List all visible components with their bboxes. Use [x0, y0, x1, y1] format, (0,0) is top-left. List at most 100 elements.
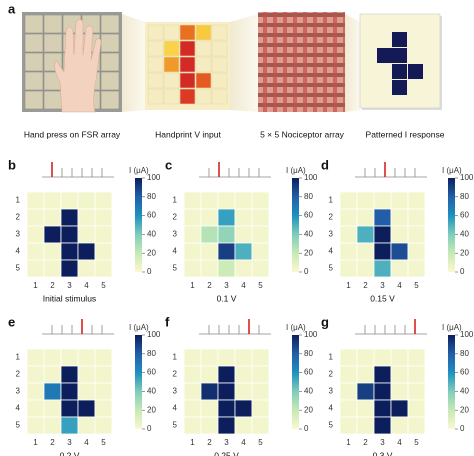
heatmap-panel: d 1 2 3 4 5 1 2 3 4 5 0.15 V I (μA) 0 20 40 60 80 100: [321, 157, 474, 303]
heatmap-cell: [356, 365, 375, 384]
heatmap-cell: [373, 399, 392, 418]
heatmap-cell: [339, 382, 358, 401]
heatmap-cell: [183, 225, 202, 244]
heatmap-cell: [26, 348, 45, 367]
y-tick-label: 1: [329, 196, 334, 205]
colorbar-tick-label: 40: [147, 230, 156, 239]
colorbar-tick-label: 20: [304, 405, 313, 414]
y-tick-label: 2: [16, 370, 21, 379]
colorbar-tick-label: 40: [304, 230, 313, 239]
colorbar: [292, 178, 299, 272]
panel-label: d: [321, 157, 329, 172]
heatmap-cell: [77, 399, 96, 418]
x-tick-label: 4: [397, 438, 402, 447]
heatmap-cell: [26, 365, 45, 384]
colorbar-tick-label: 40: [304, 387, 313, 396]
heatmap-cell: [60, 242, 79, 261]
heatmap-cell: [356, 208, 375, 227]
colorbar-tick-label: 80: [460, 349, 469, 358]
x-tick-label: 1: [190, 438, 195, 447]
image-caption: 5 × 5 Nociceptor array: [260, 129, 345, 139]
heatmap-cell: [26, 416, 45, 435]
heatmap-cell: [234, 259, 253, 278]
heatmap-panel: b 1 2 3 4 5 1 2 3 4 5 Initial stimulus I (μA) 0 20 40 60…: [8, 157, 161, 303]
heatmap-cell: [373, 259, 392, 278]
heatmap-cell: [26, 259, 45, 278]
x-tick-label: 3: [224, 281, 229, 290]
heatmap-cell: [200, 225, 219, 244]
y-tick-label: 3: [16, 230, 21, 239]
colorbar-tick-label: 0: [304, 267, 309, 276]
heatmap-cell: [60, 208, 79, 227]
panel-a: a: [8, 1, 445, 139]
heatmap-cell: [390, 191, 409, 210]
panel-label: e: [8, 314, 15, 329]
heatmap-cell: [183, 365, 202, 384]
colorbar-tick-label: 20: [460, 405, 469, 414]
colorbar-tick-label: 20: [147, 405, 156, 414]
heatmap-cell: [183, 382, 202, 401]
x-tick-label: 4: [241, 438, 246, 447]
heatmap-cell: [60, 399, 79, 418]
x-tick-label: 2: [207, 438, 212, 447]
heatmap-cell: [200, 416, 219, 435]
heatmap-cell: [339, 225, 358, 244]
heatmap-cell: [77, 242, 96, 261]
caption: 0.2 V: [60, 450, 80, 456]
y-tick-label: 4: [16, 404, 21, 413]
colorbar-tick-label: 40: [147, 387, 156, 396]
heatmap-cell: [26, 208, 45, 227]
y-tick-label: 1: [329, 353, 334, 362]
colorbar-label: I (μA): [286, 323, 306, 332]
colorbar-tick-label: 0: [147, 267, 152, 276]
caption: 0.25 V: [214, 450, 239, 456]
y-tick-label: 1: [173, 196, 178, 205]
x-tick-label: 5: [258, 281, 263, 290]
x-tick-label: 2: [363, 281, 368, 290]
colorbar-tick-label: 80: [460, 192, 469, 201]
heatmap-cell: [43, 191, 62, 210]
heatmap-cell: [251, 208, 270, 227]
heatmap-cell: [251, 348, 270, 367]
panel-label: f: [165, 314, 170, 329]
heatmap-cell: [94, 225, 113, 244]
heatmap-cell: [407, 416, 426, 435]
x-tick-label: 5: [414, 438, 419, 447]
heatmap-cell: [217, 382, 236, 401]
colorbar-label: I (μA): [442, 166, 462, 175]
colorbar-tick-label: 100: [147, 330, 161, 339]
heatmap-cell: [407, 191, 426, 210]
x-tick-label: 3: [67, 281, 72, 290]
heatmap-cell: [94, 191, 113, 210]
heatmap-cell: [200, 191, 219, 210]
heatmap-cell: [183, 416, 202, 435]
heatmap-cell: [94, 399, 113, 418]
heatmap-cell: [339, 348, 358, 367]
heatmap-cell: [390, 242, 409, 261]
heatmap-cell: [183, 208, 202, 227]
colorbar: [292, 335, 299, 429]
heatmap-cell: [217, 399, 236, 418]
heatmap-cell: [251, 399, 270, 418]
heatmap-cell: [390, 382, 409, 401]
heatmap-cell: [251, 191, 270, 210]
heatmap-cell: [251, 242, 270, 261]
colorbar-tick-label: 60: [147, 368, 156, 377]
colorbar-tick-label: 20: [304, 248, 313, 257]
y-tick-label: 3: [329, 230, 334, 239]
colorbar-tick-label: 100: [304, 173, 318, 182]
connector: [122, 14, 145, 112]
heatmap-cell: [26, 191, 45, 210]
x-tick-label: 2: [207, 281, 212, 290]
y-tick-label: 2: [16, 213, 21, 222]
heatmap-panel: e 1 2 3 4 5 1 2 3 4 5 0.2 V I (μA) 0 20 40 60 80 100: [8, 314, 161, 456]
heatmap-cell: [234, 365, 253, 384]
heatmap-cell: [77, 225, 96, 244]
x-tick-label: 4: [84, 281, 89, 290]
heatmap-cell: [217, 191, 236, 210]
heatmap-cell: [43, 399, 62, 418]
heatmap-cell: [234, 382, 253, 401]
colorbar-tick-label: 60: [304, 368, 313, 377]
heatmap-panel: f 1 2 3 4 5 1 2 3 4 5 0.25 V I (μA) 0 20 40 60 80 100: [165, 314, 318, 456]
heatmap-cell: [200, 242, 219, 261]
